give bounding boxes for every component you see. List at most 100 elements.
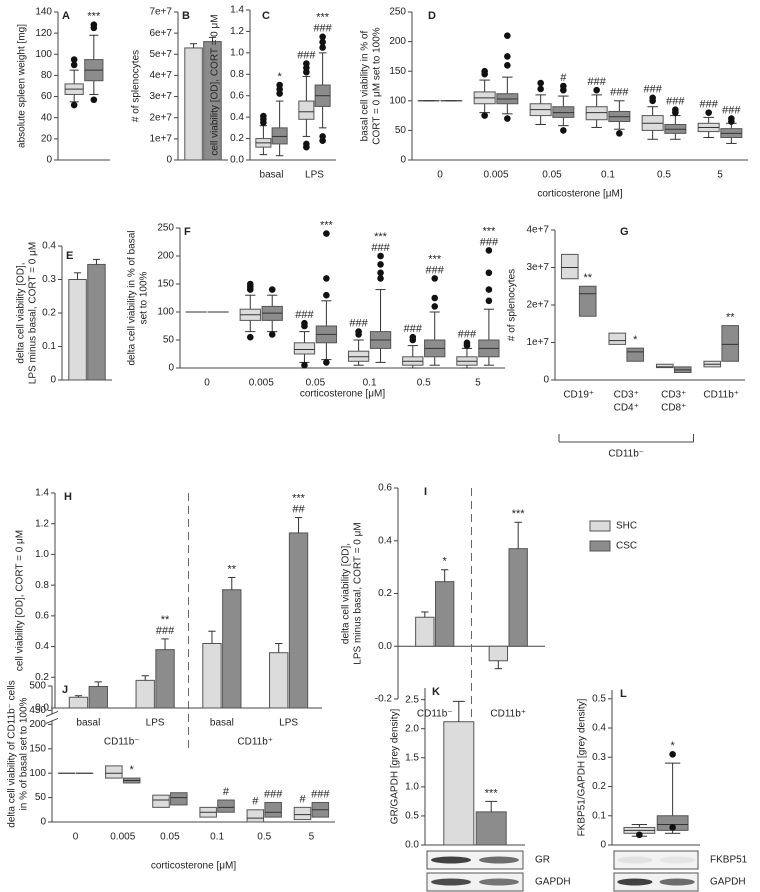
bar [155,649,175,709]
significance-label: ## [292,503,305,515]
outlier [323,291,330,299]
outlier [355,328,362,335]
y-tick-label: 100 [29,768,46,779]
y-tick-label: 0.4 [42,241,56,252]
significance-label: ** [583,272,592,284]
x-tick-label: 0.1 [210,832,224,843]
x-tick-label: 0 [204,378,210,389]
y-tick-label: 60 [41,91,53,102]
outlier [377,252,384,260]
outlier [431,275,439,282]
significance-label: ### [295,309,314,321]
box [578,285,597,317]
significance-label: *** [87,11,101,23]
y-tick-label: 100 [35,49,52,60]
x-tick-label: CD11b⁻ [417,709,453,720]
x-tick-label: 0.1 [363,378,377,389]
y-tick-label: 150 [389,66,406,77]
group-label: CD11b⁻ [104,737,140,748]
y-tick-label: 150 [29,743,46,754]
significance-label: ### [311,788,330,800]
significance-label: ### [313,23,332,35]
x-tick-label: basal [210,718,234,729]
blot-band [479,856,519,864]
y-tick-label: 4e+7 [526,225,549,236]
outlier [431,303,439,310]
y-tick-label: 0.0 [230,155,244,166]
panel-letter: E [66,250,73,262]
significance-label: ### [587,76,606,88]
box [105,765,123,779]
blot-label: GR [535,855,550,866]
y-tick-label: 1e+7 [149,133,172,144]
bar [202,643,222,709]
outlier [303,60,310,67]
bar [68,696,89,709]
blot [426,850,524,870]
y-tick-label: 40 [41,112,53,123]
outlier [593,86,600,94]
blot [613,850,699,870]
y-tick-label: 0.4 [378,535,392,546]
panel-letter: F [184,226,191,238]
outlier [319,44,326,51]
legend-label: CSC [616,541,637,552]
axis-break [45,717,59,724]
y-tick-label: 100 [157,307,174,318]
y-tick-label: 1.0 [230,47,244,58]
outlier [323,359,330,366]
y-tick-label: 0.3 [42,274,56,285]
y-tick-label: 2e+7 [149,112,172,123]
outlier [431,294,439,302]
outlier [672,106,679,113]
box [655,363,674,369]
bar [508,548,528,647]
y-tick-label: 0.8 [230,69,244,80]
significance-label: *** [482,225,496,237]
x-tick-label: CD3⁺ [614,390,639,401]
outlier [560,82,567,90]
outlier [90,96,98,104]
y-axis-label: delta cell viability of CD11b⁻ cells [7,680,18,827]
x-tick-label: basal [260,170,284,181]
y-tick-label: 0.2 [42,308,56,319]
blot [613,872,699,892]
box [298,100,315,120]
outlier [481,67,488,75]
y-tick-label: 3e+7 [526,262,549,273]
y-tick-label: 450 [29,705,46,716]
outlier [303,140,310,148]
bar [415,616,435,647]
significance-label: * [670,740,675,752]
significance-label: * [443,556,448,568]
box [271,127,288,145]
y-tick-label: 0 [46,155,52,166]
x-tick-label: CD11b⁺ [703,390,739,401]
y-tick-label: 2.5 [405,694,419,705]
x-axis-label: corticosterone [μM] [537,189,622,200]
panel-letter: C [262,10,270,22]
y-tick-label: 0.2 [35,672,49,683]
y-tick-label: 0.4 [592,723,606,734]
y-tick-label: 500 [29,681,46,692]
x-tick-label: 5 [309,832,315,843]
y-axis-label: # of splenocytes [507,269,518,341]
panel-letter: B [182,10,190,22]
significance-label: *** [485,787,499,799]
blot-band [617,856,653,864]
outlier [485,297,493,305]
outlier [268,286,276,293]
x-axis-label: corticosterone [μM] [300,389,385,400]
y-tick-label: 0.3 [592,752,606,763]
significance-label: ** [726,312,735,324]
group-label: CD11b⁻ [608,449,644,460]
box [293,342,316,355]
significance-label: *** [428,253,442,265]
x-tick-label: CD8⁺ [661,403,686,414]
outlier [70,61,78,69]
significance-label: # [560,72,567,84]
outlier [301,361,308,369]
blot-label: GAPDH [710,877,746,888]
y-axis-label: CORT = 0 μM set to 100% [372,27,383,144]
blot-band [659,878,695,886]
